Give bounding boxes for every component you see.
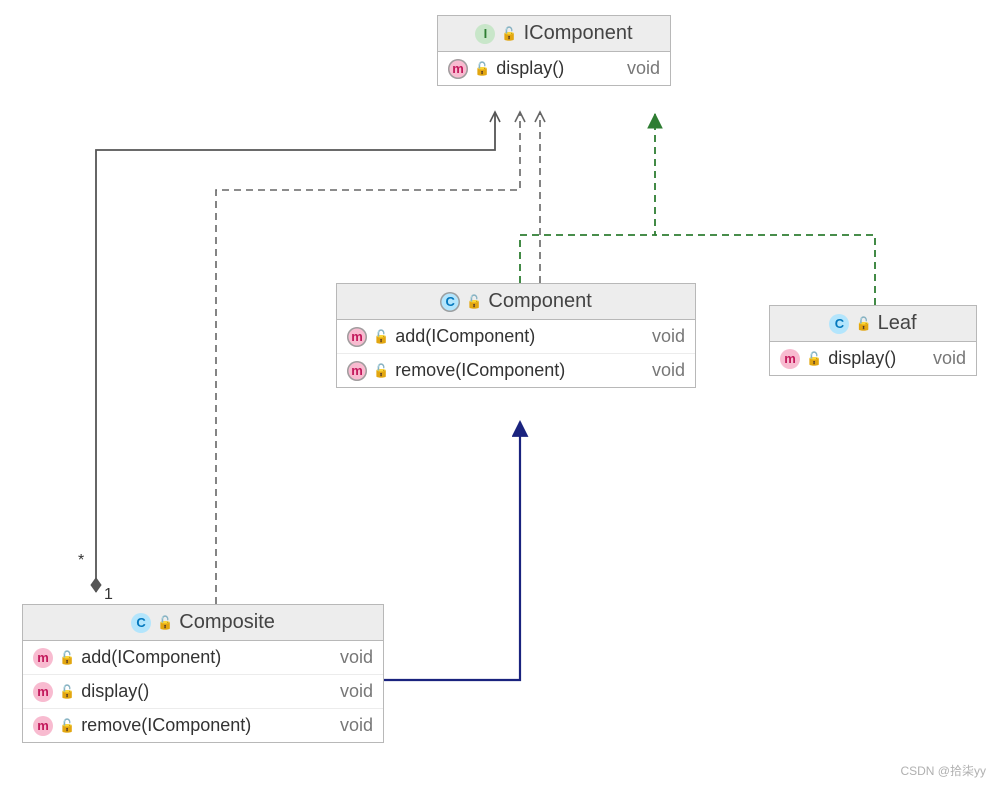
class-box-leaf: C 🔓 Leaf m 🔓 display() void [769,305,977,376]
watermark-text: CSDN @拾柒yy [900,762,986,779]
class-title: Composite [179,611,275,634]
method-row: m 🔓 remove(IComponent) void [337,354,695,387]
class-header: I 🔓 IComponent [438,16,670,52]
method-row: m 🔓 display() void [23,675,383,709]
method-signature: display() [496,58,607,79]
method-return: void [326,681,373,702]
lock-icon: 🔓 [59,684,75,700]
method-signature: add(IComponent) [395,326,632,347]
multiplicity-star: * [78,552,84,570]
class-title: Component [488,290,591,313]
method-signature: add(IComponent) [81,647,320,668]
method-badge-icon: m [448,59,468,79]
method-signature: remove(IComponent) [395,360,632,381]
method-signature: display() [81,681,320,702]
diagram-canvas: { "watermark": "CSDN @拾柒yy", "colors": {… [0,0,996,785]
multiplicity-one: 1 [104,586,113,604]
method-badge-icon: m [33,716,53,736]
lock-icon: 🔓 [474,61,490,77]
method-return: void [613,58,660,79]
class-title: IComponent [524,22,633,45]
method-return: void [919,348,966,369]
class-badge-icon: C [829,314,849,334]
interface-badge-icon: I [475,24,495,44]
class-header: C 🔓 Composite [23,605,383,641]
class-title: Leaf [878,312,917,335]
class-box-icomponent: I 🔓 IComponent m 🔓 display() void [437,15,671,86]
method-badge-icon: m [347,327,367,347]
class-box-component: C 🔓 Component m 🔓 add(IComponent) void m… [336,283,696,388]
method-return: void [638,360,685,381]
lock-icon: 🔓 [373,329,389,345]
lock-icon: 🔓 [373,363,389,379]
lock-icon: 🔓 [157,615,173,631]
edge-component-implements-icomponent [520,114,655,283]
method-badge-icon: m [33,682,53,702]
class-header: C 🔓 Leaf [770,306,976,342]
class-box-composite: C 🔓 Composite m 🔓 add(IComponent) void m… [22,604,384,743]
lock-icon: 🔓 [466,294,482,310]
method-badge-icon: m [347,361,367,381]
method-row: m 🔓 add(IComponent) void [23,641,383,675]
method-return: void [326,715,373,736]
method-return: void [638,326,685,347]
lock-icon: 🔓 [59,650,75,666]
method-row: m 🔓 display() void [438,52,670,85]
method-signature: remove(IComponent) [81,715,320,736]
method-row: m 🔓 display() void [770,342,976,375]
edge-composite-extends-component [384,422,520,680]
class-badge-icon: C [440,292,460,312]
lock-icon: 🔓 [501,26,517,42]
method-row: m 🔓 add(IComponent) void [337,320,695,354]
class-header: C 🔓 Component [337,284,695,320]
lock-icon: 🔓 [806,351,822,367]
method-signature: display() [828,348,913,369]
method-row: m 🔓 remove(IComponent) void [23,709,383,742]
method-return: void [326,647,373,668]
lock-icon: 🔓 [59,718,75,734]
lock-icon: 🔓 [855,316,871,332]
method-badge-icon: m [780,349,800,369]
class-badge-icon: C [131,613,151,633]
method-badge-icon: m [33,648,53,668]
